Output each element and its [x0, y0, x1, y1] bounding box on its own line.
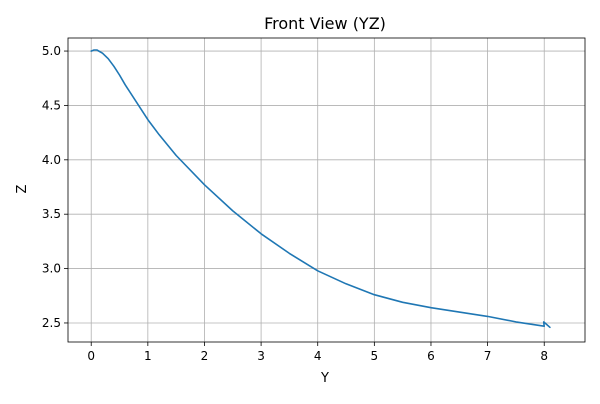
y-tick-label: 3.0	[42, 262, 61, 276]
y-axis-label: Z	[15, 184, 30, 193]
y-tick-label: 3.5	[42, 207, 61, 221]
x-tick-label: 4	[314, 349, 322, 363]
grid-lines	[68, 38, 585, 342]
x-tick-label: 7	[484, 349, 492, 363]
y-tick-label: 2.5	[42, 316, 61, 330]
x-tick-label: 0	[87, 349, 95, 363]
x-tick-label: 3	[257, 349, 265, 363]
x-axis-label: Y	[320, 371, 329, 386]
chart-title: Front View (YZ)	[264, 14, 386, 33]
plot-area-frame	[67, 37, 586, 343]
x-tick-label: 6	[427, 349, 435, 363]
y-tick-label: 4.5	[42, 98, 61, 112]
series-layer	[90, 49, 551, 329]
y-tick-label: 5.0	[42, 44, 61, 58]
y-tick-label: 4.0	[42, 153, 61, 167]
series-line	[90, 49, 551, 329]
axis-ticks: 0 1 2 3 4 5 6 7 8 2.5 3.0 3.5 4.0 4.5 5.0	[42, 44, 548, 363]
x-tick-label: 8	[540, 349, 548, 363]
x-tick-label: 5	[371, 349, 379, 363]
x-tick-label: 1	[144, 349, 152, 363]
x-tick-label: 2	[201, 349, 209, 363]
